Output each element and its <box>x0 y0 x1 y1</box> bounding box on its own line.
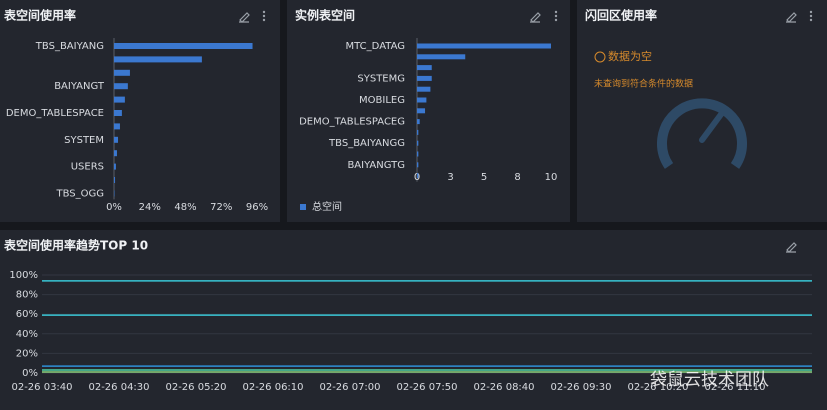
gauge-needle <box>699 110 725 143</box>
x-tick-label: 02-26 05:20 <box>165 382 226 393</box>
y-tick-label: 80% <box>16 290 38 301</box>
empty-icon <box>594 51 606 63</box>
y-tick-label: USERS <box>71 162 104 173</box>
edit-icon[interactable] <box>530 12 541 23</box>
panel <box>287 0 570 222</box>
empty-detail: 未查询到符合条件的数据 <box>594 78 693 90</box>
bar <box>114 136 119 143</box>
bar <box>114 110 122 116</box>
y-tick-label: MOBILEG <box>359 95 405 106</box>
watermark: 袋鼠云技术团队 <box>650 370 769 390</box>
x-tick-label: 02-26 10:20 <box>627 382 688 393</box>
x-tick-label: 3 <box>447 172 453 183</box>
x-tick-label: 96% <box>246 202 268 213</box>
y-tick-label: 100% <box>9 270 38 281</box>
bar <box>417 97 427 103</box>
bar <box>417 140 419 146</box>
bar <box>417 129 419 135</box>
y-tick-label: TBS_BAIYANGG <box>328 138 405 149</box>
bar <box>417 75 432 81</box>
y-tick-label: 60% <box>16 309 38 320</box>
x-tick-label: 0% <box>106 202 122 213</box>
empty-message: 数据为空 <box>608 49 652 63</box>
y-tick-label: 0% <box>22 368 38 379</box>
panel <box>577 0 827 222</box>
x-tick-label: 48% <box>174 202 196 213</box>
legend-label: 总空间 <box>312 200 342 213</box>
x-tick-label: 02-26 11:10 <box>704 382 765 393</box>
y-tick-label: BAIYANGTG <box>347 160 405 171</box>
y-tick-label: 40% <box>16 329 38 340</box>
x-tick-label: 8 <box>514 172 520 183</box>
more-icon[interactable] <box>262 10 266 22</box>
bar <box>417 43 551 49</box>
more-icon[interactable] <box>809 10 813 22</box>
panel <box>0 230 827 410</box>
bar <box>114 56 202 63</box>
panel-icons <box>239 12 797 253</box>
x-tick-label: 02-26 06:10 <box>242 382 303 393</box>
bar <box>114 163 116 170</box>
panel-title: 实例表空间 <box>295 8 355 23</box>
bar <box>417 86 431 92</box>
panel-title: 表空间使用率趋势TOP 10 <box>3 238 148 253</box>
y-tick-label: TBS_OGG <box>55 188 104 199</box>
x-tick-label: 02-26 03:40 <box>11 382 72 393</box>
panel <box>0 0 280 222</box>
y-tick-label: TBS_BAIYANG <box>35 41 104 52</box>
panel-title: 表空间使用率 <box>3 8 76 23</box>
x-tick-label: 72% <box>210 202 232 213</box>
bar <box>417 151 419 157</box>
bar <box>114 150 117 157</box>
x-tick-label: 02-26 08:40 <box>473 382 534 393</box>
bar <box>417 173 419 179</box>
bar <box>114 177 116 183</box>
x-tick-label: 02-26 09:30 <box>550 382 611 393</box>
y-tick-label: DEMO_TABLESPACE <box>6 108 104 119</box>
gauge-decoration <box>657 98 747 169</box>
x-tick-label: 24% <box>139 202 161 213</box>
x-tick-label: 02-26 04:30 <box>88 382 149 393</box>
bar <box>114 69 130 76</box>
x-tick-label: 02-26 07:00 <box>319 382 380 393</box>
y-tick-label: SYSTEM <box>64 135 104 146</box>
bar <box>417 65 432 71</box>
edit-icon[interactable] <box>786 242 797 253</box>
x-tick-label: 5 <box>481 172 487 183</box>
more-icon[interactable] <box>554 10 558 22</box>
x-tick-label: 10 <box>545 172 558 183</box>
y-tick-label: MTC_DATAG <box>346 41 405 52</box>
x-tick-label: 02-26 07:50 <box>396 382 457 393</box>
y-tick-label: BAIYANGT <box>54 81 105 92</box>
bar <box>114 123 120 130</box>
edit-icon[interactable] <box>786 12 797 23</box>
panel-title: 闪回区使用率 <box>585 8 657 23</box>
y-tick-label: SYSTEMG <box>357 73 405 84</box>
edit-icon[interactable] <box>239 12 250 23</box>
bar <box>417 162 419 168</box>
bar <box>114 83 128 90</box>
bar <box>417 108 426 114</box>
bar <box>417 119 420 125</box>
y-tick-label: DEMO_TABLESPACEG <box>299 117 405 128</box>
legend-swatch <box>300 204 306 210</box>
bar <box>114 96 125 103</box>
bar <box>114 43 253 49</box>
more-icons <box>262 10 813 22</box>
y-tick-label: 20% <box>16 348 38 359</box>
bar <box>417 54 466 60</box>
